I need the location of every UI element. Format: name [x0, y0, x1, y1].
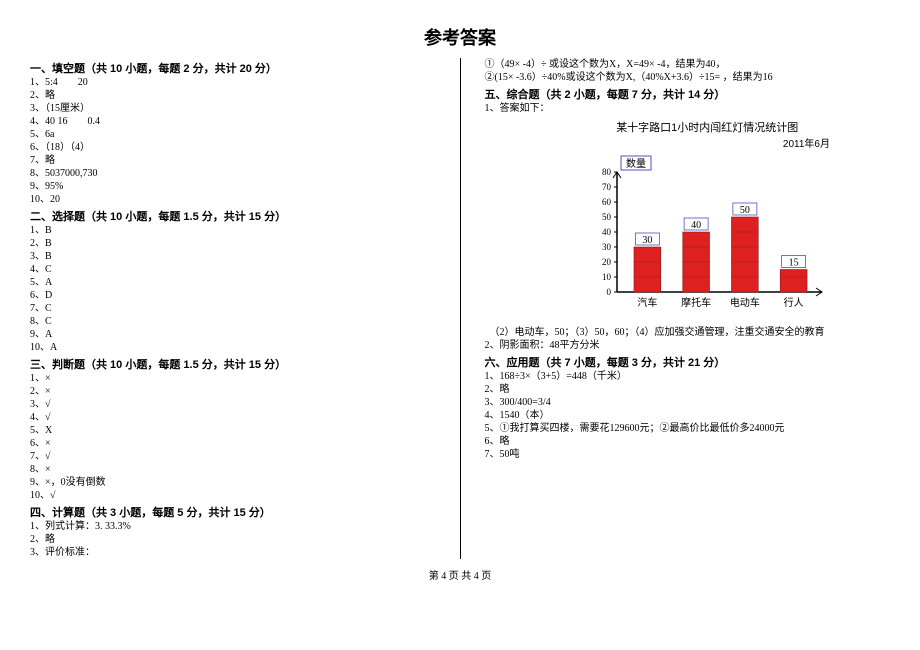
- answer-line: 9、95%: [30, 180, 436, 193]
- answer-line: 2、B: [30, 237, 436, 250]
- column-divider: [460, 58, 461, 559]
- answer-line: 2、阴影面积：48平方分米: [485, 339, 891, 352]
- answer-line: 6、略: [485, 435, 891, 448]
- right-column: ①（49× -4）÷ 或设这个数为X，X=49× -4，结果为40，②(15× …: [485, 58, 891, 559]
- answer-line: 6、×: [30, 437, 436, 450]
- answer-line: 10、20: [30, 193, 436, 206]
- answer-line: 3、B: [30, 250, 436, 263]
- svg-text:50: 50: [602, 212, 612, 222]
- answer-line: 4、40 16 0.4: [30, 115, 436, 128]
- svg-text:30: 30: [602, 242, 612, 252]
- svg-text:15: 15: [789, 258, 799, 269]
- svg-text:数量: 数量: [626, 157, 646, 170]
- answer-line: ①（49× -4）÷ 或设这个数为X，X=49× -4，结果为40，: [485, 58, 891, 71]
- svg-text:摩托车: 摩托车: [681, 296, 711, 309]
- answer-line: 9、A: [30, 328, 436, 341]
- answer-line: 7、50吨: [485, 448, 891, 461]
- chart-subtitle: 2011年6月: [525, 135, 891, 150]
- answer-line: 10、√: [30, 489, 436, 502]
- answer-line: 1、B: [30, 224, 436, 237]
- answer-line: 6、D: [30, 289, 436, 302]
- section-4-title: 四、计算题（共 3 小题，每题 5 分，共计 15 分）: [30, 504, 436, 520]
- answer-line: 3、√: [30, 398, 436, 411]
- answer-line: 3、评价标准：: [30, 546, 436, 559]
- answer-line: 8、5037000,730: [30, 167, 436, 180]
- answer-line: 5、X: [30, 424, 436, 437]
- chart-svg-wrap: 数量 0 10 20 30 40 50 60 70 80 30 汽车 40 摩托车 50 电动车 15 行人: [577, 152, 837, 322]
- section-5-title: 五、综合题（共 2 小题，每题 7 分，共计 14 分）: [485, 86, 891, 102]
- section-6-title: 六、应用题（共 7 小题，每题 3 分，共计 21 分）: [485, 354, 891, 370]
- svg-text:80: 80: [602, 167, 612, 177]
- answer-line: 5、A: [30, 276, 436, 289]
- svg-text:50: 50: [740, 205, 750, 216]
- svg-text:10: 10: [602, 272, 612, 282]
- answer-line: 4、1540（本）: [485, 409, 891, 422]
- answer-line: 5、6a: [30, 128, 436, 141]
- page-title: 参考答案: [30, 24, 890, 50]
- answer-line: 4、C: [30, 263, 436, 276]
- svg-text:30: 30: [643, 235, 653, 246]
- section-1-title: 一、填空题（共 10 小题，每题 2 分，共计 20 分）: [30, 60, 436, 76]
- left-column: 一、填空题（共 10 小题，每题 2 分，共计 20 分） 1、5:4 202、…: [30, 58, 436, 559]
- chart-block: 某十字路口1小时内闯红灯情况统计图 2011年6月 数量 0 10 20 30 40 50 6…: [525, 119, 891, 322]
- svg-text:汽车: 汽车: [638, 296, 658, 309]
- answer-line: 2、×: [30, 385, 436, 398]
- svg-text:20: 20: [602, 257, 612, 267]
- answer-line: 3、300/400=3/4: [485, 396, 891, 409]
- svg-text:电动车: 电动车: [730, 296, 760, 309]
- page-footer: 第 4 页 共 4 页: [30, 567, 890, 582]
- answer-line: 2、略: [485, 383, 891, 396]
- answer-line: 4、√: [30, 411, 436, 424]
- answer-line: 7、C: [30, 302, 436, 315]
- bar-chart: 数量 0 10 20 30 40 50 60 70 80 30 汽车 40 摩托车 50 电动车 15 行人: [577, 152, 837, 322]
- answer-line: 2、略: [30, 89, 436, 102]
- chart-title: 某十字路口1小时内闯红灯情况统计图: [525, 119, 891, 135]
- section-3-title: 三、判断题（共 10 小题，每题 1.5 分，共计 15 分）: [30, 356, 436, 372]
- two-column-layout: 一、填空题（共 10 小题，每题 2 分，共计 20 分） 1、5:4 202、…: [30, 58, 890, 559]
- answer-line: 10、A: [30, 341, 436, 354]
- answer-line: 7、√: [30, 450, 436, 463]
- svg-text:40: 40: [602, 227, 612, 237]
- answer-line: 5、①我打算买四楼，需要花129600元；②最高价比最低价多24000元: [485, 422, 891, 435]
- svg-text:0: 0: [607, 287, 612, 297]
- answer-line: 1、×: [30, 372, 436, 385]
- answer-line: 9、×，0没有倒数: [30, 476, 436, 489]
- answer-line: 1、5:4 20: [30, 76, 436, 89]
- answer-line: 3、（15厘米）: [30, 102, 436, 115]
- svg-text:行人: 行人: [784, 296, 804, 309]
- answer-line: 2、略: [30, 533, 436, 546]
- answer-line: 7、略: [30, 154, 436, 167]
- answer-line: 1、列式计算：3. 33.3%: [30, 520, 436, 533]
- answer-line: ②(15× -3.6）÷40%或设这个数为X,（40%X+3.6）÷15= ，结…: [485, 71, 891, 84]
- answer-line: （2）电动车，50；（3）50，60；（4）应加强交通管理，注重交通安全的教育: [485, 326, 891, 339]
- answer-line: 6、（18）（4）: [30, 141, 436, 154]
- svg-text:40: 40: [691, 220, 701, 231]
- answer-line: 8、C: [30, 315, 436, 328]
- svg-text:60: 60: [602, 197, 612, 207]
- answer-line: 1、168÷3×（3+5）=448（千米）: [485, 370, 891, 383]
- section-2-title: 二、选择题（共 10 小题，每题 1.5 分，共计 15 分）: [30, 208, 436, 224]
- answer-line: 8、×: [30, 463, 436, 476]
- section-5-head: 1、答案如下：: [485, 102, 891, 115]
- svg-text:70: 70: [602, 182, 612, 192]
